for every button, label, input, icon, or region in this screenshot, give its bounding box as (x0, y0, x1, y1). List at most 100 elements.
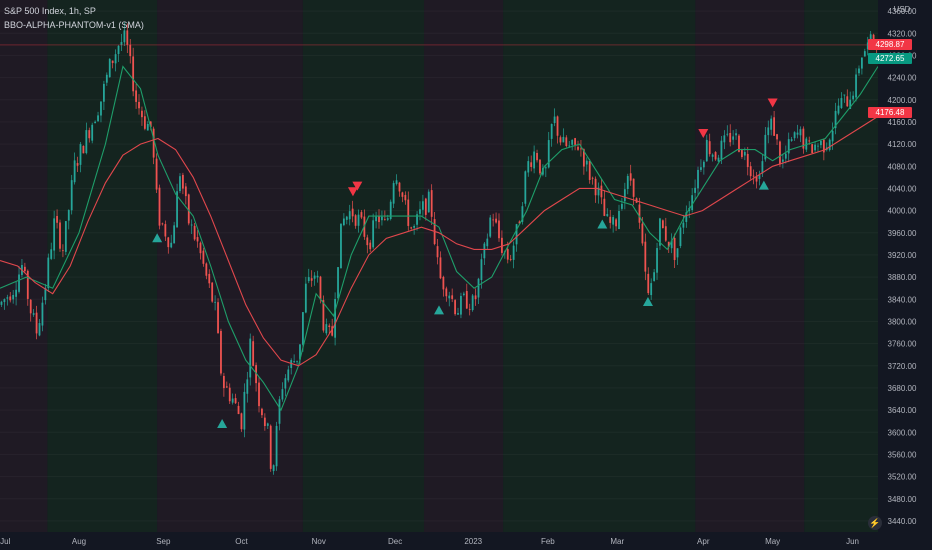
y-tick-label: 3560.00 (888, 450, 917, 459)
candle-body (536, 152, 538, 161)
candle-body (6, 297, 9, 299)
candle-body (249, 338, 252, 378)
candle-body (182, 174, 184, 189)
candle-body (790, 139, 793, 141)
candle-body (190, 224, 193, 226)
bull-zone (503, 0, 696, 532)
candle-body (509, 258, 512, 260)
candle-body (700, 167, 702, 170)
sell-signal-marker (767, 98, 778, 108)
y-tick-label: 4120.00 (888, 140, 917, 149)
candle-body (518, 221, 521, 224)
candle-body (474, 295, 477, 300)
candle-body (287, 369, 290, 381)
candle-body (161, 223, 164, 225)
candle-body (155, 158, 158, 190)
chart-legend: S&P 500 Index, 1h, SP BBO-ALPHA-PHANTOM-… (4, 4, 144, 32)
lightning-icon[interactable]: ⚡ (868, 516, 882, 530)
x-tick-label: Sep (156, 537, 171, 546)
candle-body (615, 219, 617, 227)
y-tick-label: 4040.00 (888, 184, 917, 193)
y-tick-label: 3720.00 (888, 362, 917, 371)
candle-body (44, 287, 47, 301)
candle-body (571, 139, 574, 145)
candle-body (664, 226, 667, 241)
candle-body (723, 135, 726, 143)
candle-body (328, 325, 331, 328)
candle-body (837, 105, 840, 114)
candle-body (793, 132, 796, 139)
candle-body (814, 144, 816, 151)
candle-body (255, 365, 257, 384)
candle-body (869, 34, 872, 44)
candle-body (705, 139, 708, 162)
x-tick-label: Oct (235, 537, 248, 546)
candle-body (82, 145, 85, 154)
grid-lines (0, 10, 878, 522)
candle-body (401, 192, 404, 197)
candle-body (316, 275, 319, 278)
candle-body (35, 312, 38, 334)
symbol-title[interactable]: S&P 500 Index, 1h, SP (4, 6, 96, 16)
candle-body (23, 266, 26, 272)
candle-body (770, 118, 773, 130)
price-tag: 4272.65 (868, 53, 912, 65)
price-tag: 4298.87 (868, 38, 912, 50)
candle-body (436, 246, 439, 258)
candle-body (64, 221, 67, 252)
candle-body (79, 144, 82, 165)
y-tick-label: 3760.00 (888, 340, 917, 349)
candle-body (732, 136, 735, 140)
candle-body (553, 116, 556, 123)
candle-body (831, 130, 834, 142)
candle-body (389, 201, 392, 220)
candle-body (746, 153, 749, 168)
candle-body (117, 45, 120, 55)
candle-body (281, 389, 284, 400)
candle-body (468, 308, 471, 310)
candle-body (12, 294, 15, 300)
candle-body (29, 299, 32, 314)
candle-body (114, 54, 117, 64)
slow-ma-line (0, 115, 879, 367)
candle-body (828, 139, 831, 150)
candle-body (26, 270, 29, 299)
moving-averages (0, 65, 879, 412)
candle-body (179, 176, 181, 192)
x-tick-label: May (765, 537, 780, 546)
indicator-title[interactable]: BBO-ALPHA-PHANTOM-v1 (SMA) (4, 20, 144, 30)
candle-body (533, 151, 536, 169)
candle-body (861, 57, 863, 69)
candle-body (111, 60, 114, 64)
buy-signal-marker (217, 418, 228, 428)
y-tick-label: 4240.00 (888, 74, 917, 83)
buy-signal-marker (434, 305, 444, 315)
candle-body (357, 214, 360, 226)
candle-body (741, 149, 743, 158)
candle-body (761, 161, 764, 174)
candle-body (568, 145, 571, 147)
candle-body (679, 227, 682, 247)
y-tick-label: 4320.00 (888, 29, 917, 38)
fast-ma-line (0, 65, 879, 412)
candle-body (18, 274, 20, 292)
candle-body (342, 218, 345, 226)
candle-body (322, 300, 325, 331)
candle-body (764, 134, 767, 160)
candle-body (369, 242, 372, 250)
candle-body (711, 154, 714, 157)
candle-body (501, 237, 503, 253)
candle-body (559, 137, 562, 143)
candle-body (787, 139, 790, 154)
candle-body (465, 291, 468, 309)
candle-body (834, 110, 837, 129)
candle-body (32, 313, 35, 315)
candle-body (231, 398, 234, 403)
candle-body (73, 160, 76, 183)
candle-body (164, 224, 167, 237)
candle-body (296, 360, 298, 362)
candle-body (252, 341, 255, 366)
buy-signal-marker (152, 233, 163, 243)
